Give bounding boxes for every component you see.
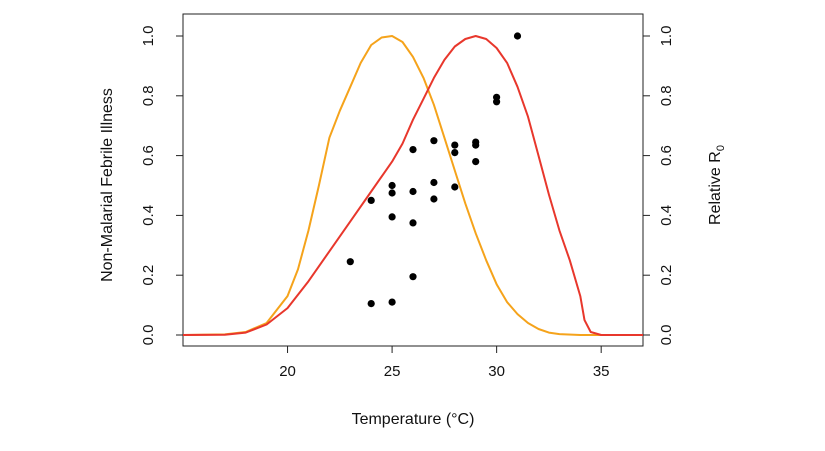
plot-frame	[182, 13, 644, 347]
data-point-11	[409, 273, 417, 281]
y-right-tick-label-2: 0.4	[658, 205, 675, 226]
data-point-8	[409, 146, 417, 154]
y-axis-label-right: Relative R0	[707, 145, 727, 225]
y-axis-label-right-subscript: 0	[715, 145, 727, 151]
data-point-9	[409, 187, 417, 196]
x-tick-label-20: 20	[279, 363, 296, 380]
x-tick-label-25: 25	[384, 363, 401, 380]
y-axis-label-right-text: Relative R	[707, 151, 724, 225]
y-right-tick-label-1: 0.2	[658, 265, 675, 286]
y-right-tick-label-3: 0.6	[658, 145, 675, 166]
data-point-14	[430, 195, 438, 203]
x-axis-label: Temperature (°C)	[352, 411, 475, 428]
data-point-17	[451, 183, 459, 191]
y-right-tick-label-0: 0.0	[658, 325, 675, 346]
data-point-15	[451, 141, 459, 149]
data-point-19	[472, 141, 480, 149]
y-left-tick-label-1: 0.2	[140, 265, 157, 286]
y-axis-left: 0.0 0.2 0.4 0.6 0.8 1.0	[140, 26, 183, 346]
y-left-tick-label-5: 1.0	[140, 26, 157, 47]
y-left-tick-label-0: 0.0	[140, 325, 157, 346]
x-tick-label-35: 35	[593, 363, 610, 380]
data-point-6	[388, 213, 396, 221]
data-point-7	[388, 298, 396, 306]
y-right-tick-label-5: 1.0	[658, 26, 675, 47]
data-point-22	[493, 98, 501, 106]
y-right-tick-label-4: 0.8	[658, 85, 675, 106]
data-point-23	[513, 32, 522, 40]
data-point-13	[430, 178, 438, 187]
x-tick-label-30: 30	[488, 363, 505, 380]
data-point-2	[367, 196, 375, 204]
y-left-tick-label-4: 0.8	[140, 85, 157, 106]
data-point-5	[388, 189, 396, 197]
y-axis-right: 0.0 0.2 0.4 0.6 0.8 1.0	[643, 26, 675, 346]
data-point-16	[451, 149, 459, 157]
data-point-1	[346, 258, 354, 266]
data-point-10	[409, 219, 417, 227]
data-point-20	[472, 158, 480, 166]
data-point-3	[367, 300, 375, 308]
curve-1	[182, 35, 643, 336]
y-left-tick-label-2: 0.4	[140, 205, 157, 226]
curves-layer	[182, 35, 643, 336]
data-point-12	[430, 137, 438, 145]
points-layer	[346, 32, 522, 308]
x-axis: 20 25 30 35	[279, 346, 610, 380]
y-axis-label-left: Non-Malarial Febrile Illness	[99, 88, 116, 282]
curve-2	[182, 35, 643, 336]
y-left-tick-label-3: 0.6	[140, 145, 157, 166]
data-point-4	[388, 181, 396, 190]
